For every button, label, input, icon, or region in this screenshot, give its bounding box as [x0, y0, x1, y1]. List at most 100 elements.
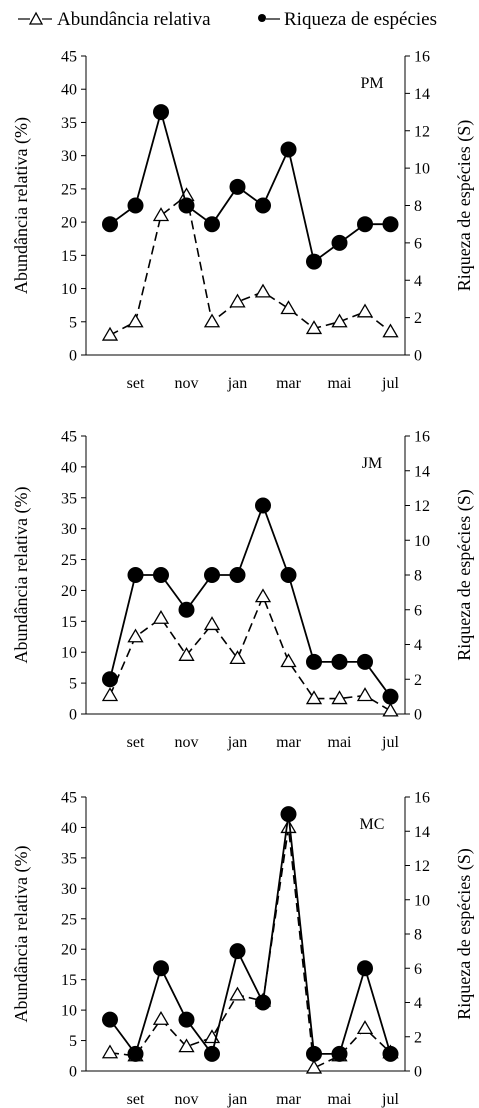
x-tick-label: jan [227, 375, 248, 392]
y-tick-label-left: 25 [61, 181, 77, 198]
x-tick-label: mai [328, 734, 353, 751]
abundance-point [154, 208, 168, 220]
richness-point [204, 1046, 220, 1062]
x-tick-label: nov [175, 734, 199, 751]
abundance-point [154, 1012, 168, 1024]
y-tick-label-right: 4 [414, 995, 422, 1012]
y-tick-label-right: 14 [414, 86, 430, 103]
richness-point [357, 654, 373, 670]
y-tick-label-right: 8 [414, 927, 422, 944]
richness-line [110, 506, 391, 697]
panel-label: PM [360, 75, 383, 92]
x-tick-label: jul [381, 734, 399, 751]
y-tick-label-right: 8 [414, 568, 422, 585]
abundance-point [205, 315, 219, 327]
series-abundance [103, 590, 398, 716]
y-tick-label-right: 0 [414, 1064, 422, 1081]
x-tick-label: jan [227, 1091, 248, 1108]
richness-point [357, 216, 373, 232]
richness-point [153, 104, 169, 120]
richness-point [204, 216, 220, 232]
y-tick-label-left: 20 [61, 583, 77, 600]
abundance-point [129, 315, 143, 327]
richness-point [128, 1046, 144, 1062]
richness-point [102, 216, 118, 232]
series-richness [102, 806, 399, 1062]
y-tick-label-right: 4 [414, 637, 422, 654]
series-abundance [103, 820, 398, 1073]
y-tick-label-left: 45 [61, 790, 77, 807]
richness-point [306, 254, 322, 270]
abundance-point [358, 688, 372, 700]
abundance-point [231, 988, 245, 1000]
x-tick-label: nov [175, 375, 199, 392]
richness-point [332, 1046, 348, 1062]
x-tick-label: nov [175, 1091, 199, 1108]
y-axis-title-left: Abundância relativa (%) [11, 117, 32, 294]
y-tick-label-left: 25 [61, 552, 77, 569]
abundance-point [384, 325, 398, 337]
abundance-line [110, 597, 391, 711]
richness-point [306, 654, 322, 670]
richness-point [255, 198, 271, 214]
y-tick-label-right: 16 [414, 790, 430, 807]
x-tick-label: set [127, 734, 145, 751]
chart-panel-pm: 0 5 10 15 20 25 30 35 40 45 0 2 4 6 8 10 12 14 16 set nov jan… [11, 49, 475, 393]
abundance-point [103, 688, 117, 700]
richness-point [128, 567, 144, 583]
y-tick-label-left: 45 [61, 49, 77, 66]
x-tick-label: mai [328, 1091, 353, 1108]
y-axis-title-left: Abundância relativa (%) [11, 846, 32, 1023]
abundance-point [282, 301, 296, 313]
y-tick-label-right: 14 [414, 463, 430, 480]
abundance-point [358, 305, 372, 317]
y-tick-label-right: 4 [414, 273, 422, 290]
y-tick-label-left: 0 [69, 1064, 77, 1081]
abundance-point [231, 295, 245, 307]
abundance-line [110, 196, 391, 336]
y-tick-label-left: 10 [61, 645, 77, 662]
legend-abundance-triangle-icon [30, 13, 42, 24]
chart-panel-jm: 0 5 10 15 20 25 30 35 40 45 0 2 4 6 8 10 12 14 16 set nov jan… [11, 429, 475, 752]
richness-point [179, 602, 195, 618]
y-tick-label-left: 35 [61, 490, 77, 507]
richness-point [255, 498, 271, 514]
y-tick-label-right: 10 [414, 892, 430, 909]
richness-point [281, 141, 297, 157]
legend-abundance: Abundância relativa [18, 9, 211, 30]
y-tick-label-left: 5 [69, 676, 77, 693]
y-axis-title-left: Abundância relativa (%) [11, 487, 32, 664]
y-tick-label-left: 30 [61, 521, 77, 538]
y-tick-label-right: 10 [414, 161, 430, 178]
y-tick-label-right: 0 [414, 707, 422, 724]
richness-point [383, 1046, 399, 1062]
y-tick-label-left: 15 [61, 614, 77, 631]
y-tick-label-right: 2 [414, 310, 422, 327]
abundance-point [103, 1046, 117, 1058]
y-axis-title-right: Riqueza de espécies (S) [454, 120, 475, 291]
richness-point [306, 1046, 322, 1062]
richness-point [153, 960, 169, 976]
y-tick-label-left: 5 [69, 1033, 77, 1050]
legend-richness-circle-icon [258, 14, 266, 22]
abundance-point [129, 630, 143, 642]
y-tick-label-left: 35 [61, 115, 77, 132]
y-tick-label-left: 25 [61, 911, 77, 928]
legend-abundance-label: Abundância relativa [57, 9, 211, 30]
y-tick-label-right: 12 [414, 123, 430, 140]
richness-point [153, 567, 169, 583]
abundance-line [110, 827, 391, 1068]
panel-label: MC [360, 816, 385, 833]
richness-point [332, 235, 348, 251]
abundance-point [205, 617, 219, 629]
richness-line [110, 814, 391, 1054]
legend-richness-label: Riqueza de espécies [284, 9, 437, 30]
richness-point [255, 995, 271, 1011]
richness-point [102, 1012, 118, 1028]
y-tick-label-right: 16 [414, 49, 430, 66]
y-tick-label-left: 5 [69, 314, 77, 331]
richness-point [332, 654, 348, 670]
series-abundance [103, 189, 398, 341]
y-tick-label-left: 15 [61, 972, 77, 989]
